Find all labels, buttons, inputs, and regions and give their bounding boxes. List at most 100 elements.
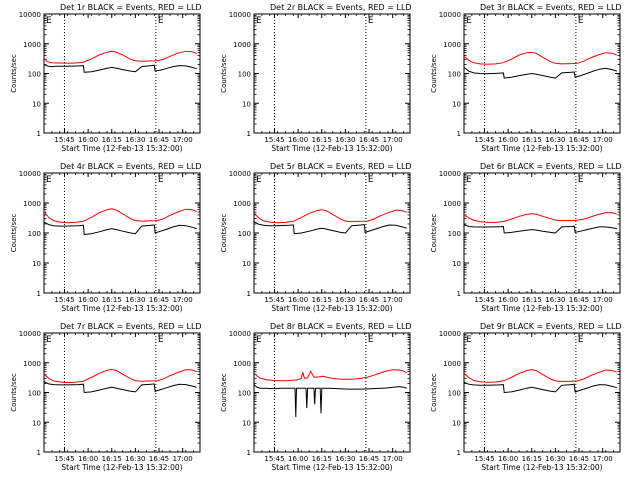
panel-det-1r: Det 1r BLACK = Events, RED = LLD 1 10 100 10… [10,3,202,153]
series-lld [253,209,407,224]
series-lld [43,50,197,64]
night-marker-label: E [578,175,584,185]
x-tick-label: 17:00 [173,455,193,463]
x-tick-label: 16:30 [545,296,565,304]
night-marker-label: E [46,335,52,345]
y-tick-label: 1 [37,290,41,298]
series-lld [463,51,617,65]
x-tick-label: 16:30 [545,455,565,463]
y-tick-label: 100 [28,71,41,79]
panel-title: Det 6r BLACK = Events, RED = LLD [480,162,622,171]
plot-frame [43,332,201,453]
x-axis-label: Start Time (12-Feb-13 15:32:00) [61,463,182,472]
y-tick-label: 1000 [443,360,461,368]
night-marker-label: E [158,335,164,345]
y-tick-label: 1000 [23,360,41,368]
x-tick-label: 16:45 [359,136,379,144]
y-tick-label: 1000 [443,200,461,208]
x-axis-label: Start Time (12-Feb-13 15:32:00) [481,144,602,153]
y-axis-label: Counts/sec [10,373,18,412]
night-marker-label: E [578,335,584,345]
y-tick-label: 1000 [233,360,251,368]
y-tick-label: 1000 [233,200,251,208]
series-lld [43,368,197,384]
night-marker-label: E [256,335,262,345]
y-tick-label: 1000 [443,41,461,49]
series-lld [463,369,617,383]
x-tick-label: 16:45 [569,296,589,304]
y-tick-label: 1 [247,449,251,457]
night-marker-label: E [466,335,472,345]
plot-frame [253,13,411,134]
x-axis-label: Start Time (12-Feb-13 15:32:00) [271,463,392,472]
plot-frame [253,172,411,294]
x-tick-label: 16:00 [288,296,308,304]
y-tick-label: 10 [452,419,461,427]
y-tick-label: 10000 [229,170,251,178]
x-tick-label: 16:45 [359,455,379,463]
x-tick-label: 16:00 [288,455,308,463]
x-axis-label: Start Time (12-Feb-13 15:32:00) [61,144,182,153]
x-tick-label: 15:45 [54,455,74,463]
y-tick-label: 10 [242,419,251,427]
y-tick-label: 10000 [439,11,461,19]
x-tick-label: 16:30 [335,455,355,463]
x-axis-label: Start Time (12-Feb-13 15:32:00) [481,304,602,313]
x-tick-label: 16:15 [312,136,332,144]
y-tick-label: 10 [452,100,461,108]
y-axis-label: Counts/sec [430,214,438,253]
y-tick-label: 10000 [229,330,251,338]
y-tick-label: 10 [452,260,461,268]
panel-det-4r: Det 4r BLACK = Events, RED = LLD 1 10 100 10… [10,162,202,313]
x-tick-label: 15:45 [54,136,74,144]
y-tick-label: 10000 [229,11,251,19]
x-tick-label: 15:45 [264,296,284,304]
series-events [463,67,617,79]
x-tick-label: 16:00 [498,296,518,304]
night-marker-label: E [158,16,164,26]
x-tick-label: 16:00 [78,136,98,144]
panel-title: Det 8r BLACK = Events, RED = LLD [270,322,412,331]
x-tick-label: 16:45 [569,136,589,144]
x-tick-label: 16:45 [149,455,169,463]
y-tick-label: 100 [448,71,461,79]
night-marker-label: E [158,175,164,185]
y-tick-label: 1000 [23,41,41,49]
panel-det-5r: Det 5r BLACK = Events, RED = LLD 1 10 100 10… [220,162,412,313]
y-tick-label: 100 [448,390,461,398]
panel-det-2r: Det 2r BLACK = Events, RED = LLD 1 10 100 10… [220,3,412,153]
y-axis-label: Counts/sec [220,54,228,93]
x-tick-label: 15:45 [264,136,284,144]
night-marker-label: E [578,16,584,26]
panel-title: Det 2r BLACK = Events, RED = LLD [270,3,412,12]
panel-title: Det 4r BLACK = Events, RED = LLD [60,162,202,171]
y-tick-label: 10 [32,260,41,268]
y-tick-label: 100 [238,230,251,238]
y-axis-label: Counts/sec [430,54,438,93]
y-tick-label: 1 [457,130,461,138]
x-tick-label: 16:00 [498,455,518,463]
series-events [43,221,197,235]
panel-title: Det 5r BLACK = Events, RED = LLD [270,162,412,171]
x-tick-label: 16:30 [125,296,145,304]
x-tick-label: 15:45 [54,296,74,304]
night-marker-label: E [256,175,262,185]
y-tick-label: 100 [238,390,251,398]
night-marker-label: E [46,16,52,26]
x-tick-label: 17:00 [593,455,613,463]
x-tick-label: 17:00 [173,296,193,304]
x-tick-label: 16:30 [125,455,145,463]
series-events [43,64,197,73]
series-events [463,381,617,394]
x-tick-label: 17:00 [383,136,403,144]
plot-frame [463,332,621,453]
y-tick-label: 1 [457,449,461,457]
y-axis-label: Counts/sec [10,54,18,93]
x-tick-label: 16:00 [78,296,98,304]
x-tick-label: 15:45 [474,296,494,304]
x-tick-label: 17:00 [173,136,193,144]
x-tick-label: 15:45 [264,455,284,463]
x-tick-label: 16:30 [335,296,355,304]
